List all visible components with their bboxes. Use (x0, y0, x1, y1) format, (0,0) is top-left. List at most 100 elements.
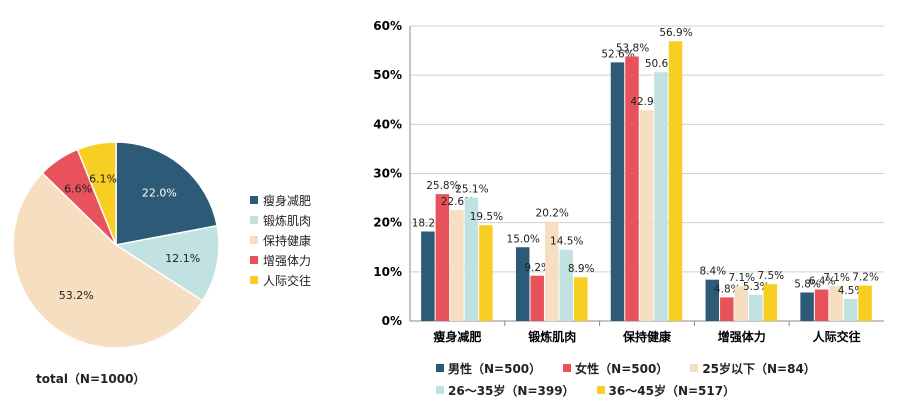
bar-data-label: 56.9% (659, 27, 692, 39)
legend-swatch (250, 276, 258, 284)
pie-legend-item: 人际交往 (250, 270, 311, 290)
legend-swatch (596, 386, 605, 394)
legend-swatch (690, 364, 699, 372)
pie-legend-label: 锻炼肌肉 (263, 213, 312, 228)
pie-slice-label: 53.2% (59, 289, 94, 302)
bar-legend-item: 女性（N=500） (563, 357, 668, 379)
bar (421, 231, 435, 321)
bar-data-label: 19.5% (470, 211, 503, 223)
bar-legend-label: 26～35岁（N=399） (448, 383, 575, 398)
pie-legend-label: 增强体力 (263, 253, 312, 268)
bar-data-label: 25.1% (455, 184, 488, 196)
bar (843, 298, 858, 321)
y-tick-label: 20% (373, 216, 402, 230)
x-tick-label: 人际交往 (813, 329, 861, 344)
y-tick-label: 40% (373, 117, 402, 131)
bar-data-label: 4.8% (714, 283, 741, 295)
bar-data-label: 7.1% (728, 272, 755, 284)
pie-total-label: total（N=1000） (36, 372, 146, 386)
legend-swatch (250, 236, 258, 244)
bar-legend: 男性（N=500） 女性（N=500） 25岁以下（N=84） 26～35岁（N… (436, 357, 876, 401)
bar-data-label: 25.8% (426, 180, 459, 192)
bar (559, 249, 573, 321)
bar (515, 247, 530, 321)
bar (573, 277, 588, 321)
pie-legend-label: 瘦身减肥 (263, 193, 312, 208)
bar (654, 72, 668, 321)
x-tick-label: 增强体力 (718, 329, 766, 344)
bar (435, 194, 450, 321)
y-tick-label: 50% (373, 68, 402, 82)
pie-legend: 瘦身减肥 锻炼肌肉 保持健康 增强体力 人际交往 (250, 190, 311, 290)
bar-data-label: 7.5% (757, 270, 784, 282)
bar (858, 285, 872, 321)
bar (625, 56, 639, 321)
legend-swatch (563, 364, 572, 372)
bar-legend-label: 25岁以下（N=84） (702, 361, 816, 376)
pie-legend-label: 人际交往 (263, 273, 312, 288)
legend-swatch (436, 386, 444, 394)
bar-legend-item: 25岁以下（N=84） (690, 357, 816, 379)
pie-legend-item: 锻炼肌肉 (250, 210, 311, 230)
bar-legend-item: 26～35岁（N=399） (436, 379, 575, 401)
bar-data-label: 8.9% (568, 263, 595, 275)
bar-data-label: 9.2% (524, 262, 551, 274)
bar (749, 294, 763, 321)
bar-legend-item: 36～45岁（N=517） (596, 379, 736, 401)
bar (734, 286, 749, 321)
bar-legend-item: 男性（N=500） (436, 357, 541, 379)
pie-slice (12, 172, 204, 349)
bar-data-label: 20.2% (536, 208, 569, 220)
bar (544, 221, 559, 321)
bar-data-label: 14.5% (550, 236, 583, 248)
legend-swatch (436, 364, 444, 372)
pie-chart: 22.0% 12.1% 53.2% 6.6%6.1% (12, 141, 220, 349)
bar (479, 225, 493, 321)
bar (814, 289, 829, 321)
bar (705, 279, 720, 321)
legend-swatch (250, 256, 258, 264)
pie-slice-label: 6.6% (64, 183, 92, 196)
bar-data-label: 4.5% (838, 285, 865, 297)
x-tick-label: 锻炼肌肉 (528, 329, 576, 344)
bar-data-label: 53.8% (616, 42, 649, 54)
pie-slice (76, 141, 117, 246)
bar (610, 62, 625, 322)
bar (530, 275, 544, 321)
legend-swatch (250, 216, 258, 224)
pie-slice-label: 12.1% (165, 252, 200, 265)
bar-data-label: 15.0% (507, 233, 540, 245)
bar-data-label: 7.2% (852, 272, 879, 284)
pie-slice-label: 6.1% (89, 172, 117, 185)
pie-slice (115, 141, 219, 246)
bar-data-label: 8.4% (699, 266, 726, 278)
bar-data-label: 5.3% (743, 281, 770, 293)
pie-slice-label: 22.0% (142, 187, 177, 200)
y-tick-label: 60% (373, 19, 402, 33)
bar (829, 286, 843, 321)
pie-slice (114, 224, 220, 302)
x-tick-label: 保持健康 (622, 329, 672, 344)
pie-legend-label: 保持健康 (263, 233, 312, 248)
bar-legend-label: 女性（N=500） (575, 361, 669, 376)
pie-legend-item: 增强体力 (250, 250, 311, 270)
pie-legend-item: 保持健康 (250, 230, 311, 250)
pie-legend-item: 瘦身减肥 (250, 190, 311, 210)
bar (800, 292, 814, 321)
bar-data-label: 7.1% (823, 272, 850, 284)
bar-chart: 0%10%20%30%40%50%60%瘦身减肥18.2%25.8%22.6%2… (373, 19, 884, 344)
bar-data-label: 5.8% (794, 278, 821, 290)
bar (450, 209, 464, 321)
bar (763, 284, 778, 321)
bar (639, 110, 654, 321)
y-tick-label: 10% (373, 265, 402, 279)
bar-data-label: 6.4% (809, 276, 836, 288)
bar (720, 297, 734, 321)
bar-legend-label: 男性（N=500） (448, 361, 542, 376)
y-tick-label: 0% (382, 314, 402, 328)
bar-legend-label: 36～45岁（N=517） (608, 383, 736, 398)
bar (464, 197, 479, 321)
y-tick-label: 30% (373, 167, 402, 181)
bar (668, 41, 683, 321)
x-tick-label: 瘦身减肥 (433, 329, 481, 344)
